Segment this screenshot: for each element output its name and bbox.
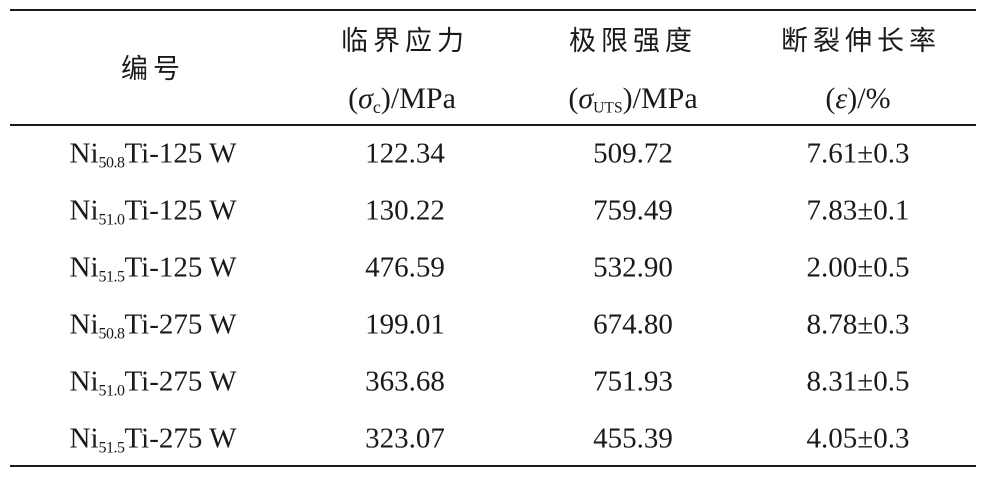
header-rule	[10, 124, 976, 126]
sample-id-cell: Ni51.5Ti-275 W	[69, 422, 237, 457]
ultimate-strength-cell: 509.72	[593, 137, 673, 170]
sample-suffix: Ti-125 W	[124, 137, 237, 170]
ultimate-strength-cell: 751.93	[593, 365, 673, 398]
sigma-symbol: σ	[358, 82, 373, 115]
ultimate-strength-cell: 674.80	[593, 308, 673, 341]
elongation-cell: 4.05±0.3	[806, 422, 910, 455]
header-critical-stress-unit: (σc)/MPa	[348, 82, 456, 118]
header-id: 编号	[121, 54, 185, 85]
sample-id-cell: Ni51.0Ti-275 W	[69, 365, 237, 400]
elongation-cell: 8.31±0.5	[806, 365, 910, 398]
sample-id-cell: Ni51.0Ti-125 W	[69, 194, 237, 229]
sample-base: Ni	[69, 251, 99, 284]
sample-subscript: 50.8	[98, 325, 125, 343]
epsilon-symbol: ε	[835, 82, 848, 115]
critical-stress-cell: 363.68	[365, 365, 445, 398]
ultimate-strength-cell: 759.49	[593, 194, 673, 227]
sample-base: Ni	[69, 194, 99, 227]
unit-mpa: )/MPa	[380, 82, 456, 115]
sample-base: Ni	[69, 422, 99, 455]
sample-suffix: Ti-125 W	[124, 251, 237, 284]
sample-id-cell: Ni50.8Ti-125 W	[69, 137, 237, 172]
sample-subscript: 51.0	[98, 382, 125, 400]
sample-base: Ni	[69, 365, 99, 398]
elongation-cell: 7.83±0.1	[806, 194, 910, 227]
header-ultimate-strength-unit: (σUTS)/MPa	[568, 82, 698, 117]
top-rule	[10, 9, 976, 11]
header-elongation: 断裂伸长率	[781, 26, 941, 57]
critical-stress-cell: 122.34	[365, 137, 445, 170]
sample-id-cell: Ni50.8Ti-275 W	[69, 308, 237, 343]
critical-stress-cell: 199.01	[365, 308, 445, 341]
sigma-symbol: σ	[578, 82, 594, 115]
sample-suffix: Ti-125 W	[124, 194, 237, 227]
header-critical-stress: 临界应力	[341, 26, 469, 57]
ultimate-strength-cell: 532.90	[593, 251, 673, 284]
bottom-rule	[10, 465, 976, 467]
sample-base: Ni	[69, 308, 99, 341]
elongation-cell: 2.00±0.5	[806, 251, 910, 284]
critical-stress-cell: 476.59	[365, 251, 445, 284]
critical-stress-cell: 130.22	[365, 194, 445, 227]
sample-subscript: 51.5	[98, 268, 125, 286]
subscript-uts: UTS	[593, 99, 623, 117]
critical-stress-cell: 323.07	[365, 422, 445, 455]
header-ultimate-strength: 极限强度	[569, 26, 697, 57]
sample-suffix: Ti-275 W	[124, 365, 237, 398]
sample-subscript: 51.0	[98, 211, 125, 229]
ultimate-strength-cell: 455.39	[593, 422, 673, 455]
elongation-cell: 8.78±0.3	[806, 308, 910, 341]
sample-subscript: 50.8	[98, 154, 125, 172]
sample-suffix: Ti-275 W	[124, 308, 237, 341]
sample-base: Ni	[69, 137, 99, 170]
header-elongation-unit: (ε)/%	[825, 82, 891, 115]
elongation-cell: 7.61±0.3	[806, 137, 910, 170]
sample-subscript: 51.5	[98, 439, 125, 457]
unit-percent: )/%	[847, 82, 891, 115]
sample-id-cell: Ni51.5Ti-125 W	[69, 251, 237, 286]
unit-mpa: )/MPa	[622, 82, 698, 115]
subscript-c: c	[372, 97, 381, 118]
sample-suffix: Ti-275 W	[124, 422, 237, 455]
